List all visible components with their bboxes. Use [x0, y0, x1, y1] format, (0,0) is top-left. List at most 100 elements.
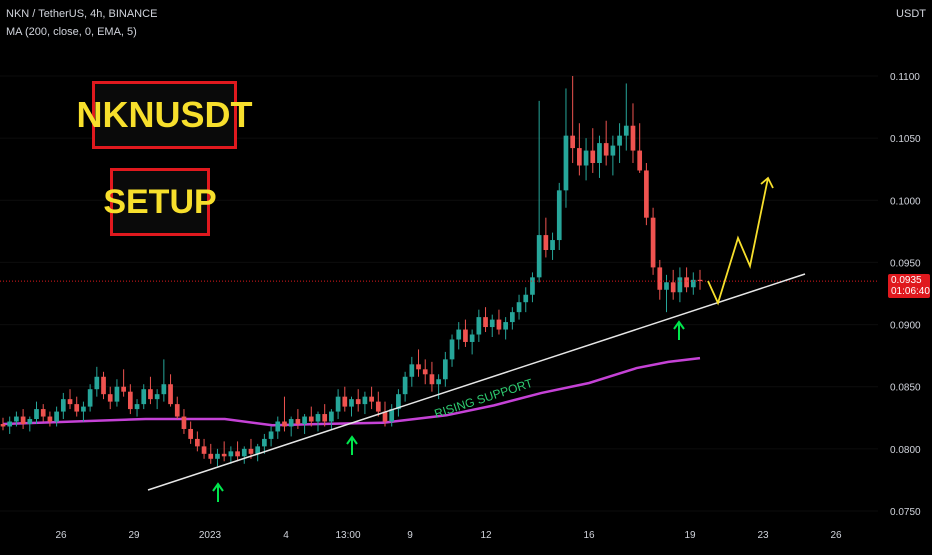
candle-body [550, 240, 555, 250]
candle-body [215, 453, 220, 459]
time-tick-label: 19 [684, 530, 696, 541]
candle-body [362, 396, 368, 405]
time-tick-label: 13:00 [335, 530, 360, 541]
candle-body [27, 419, 33, 424]
candles-layer [0, 76, 703, 467]
candle-body [248, 448, 254, 454]
candle-body [650, 217, 656, 268]
candle-body [7, 421, 13, 427]
time-tick-label: 4 [283, 530, 289, 541]
price-axis[interactable]: 0.0750 0.0800 0.0850 0.0900 0.0950 0.1000 0.10… [890, 72, 921, 518]
candle-body [644, 170, 649, 218]
candle-body [195, 438, 200, 447]
candle-body [436, 379, 441, 385]
symbol-title[interactable]: NKN / TetherUS, 4h, BINANCE [6, 8, 158, 20]
candle-body [422, 369, 428, 375]
time-tick-label: 29 [128, 530, 140, 541]
candle-body [590, 150, 596, 163]
candle-body [188, 428, 193, 439]
price-tick-label: 0.0950 [890, 258, 921, 269]
candle-body [141, 389, 147, 405]
candle-body [94, 376, 100, 390]
candle-body [389, 409, 395, 422]
candle-body [275, 421, 281, 432]
time-axis[interactable]: 26 29 2023 4 13:00 9 12 16 19 23 26 [55, 530, 842, 541]
time-tick-label: 9 [407, 530, 413, 541]
arrow-head [212, 482, 224, 492]
candle-body [335, 396, 341, 412]
price-tick-label: 0.0800 [890, 445, 921, 456]
candle-body [154, 394, 160, 400]
price-tick-label: 0.1100 [890, 72, 920, 83]
candle-body [489, 319, 495, 328]
candle-body [81, 406, 86, 412]
candle-body [208, 453, 214, 459]
title-box: NKNUSDT [77, 81, 253, 149]
candle-body [302, 416, 307, 424]
candle-body [449, 339, 455, 360]
candle-body [315, 414, 321, 422]
price-tick-label: 0.0750 [890, 507, 921, 518]
setup-box: SETUP [103, 168, 217, 236]
candle-body [14, 416, 19, 422]
candle-body [0, 424, 6, 427]
price-tick-label: 0.0850 [890, 383, 921, 394]
arrow-head [346, 435, 358, 445]
candle-body [476, 317, 482, 335]
support-touch-arrow [673, 320, 685, 340]
candle-body [288, 419, 294, 427]
indicator-legend[interactable]: MA (200, close, 0, EMA, 5) [6, 26, 137, 38]
candle-body [255, 446, 261, 454]
time-tick-label: 16 [583, 530, 595, 541]
candle-body [617, 135, 622, 146]
candle-body [483, 317, 488, 328]
support-touch-arrow [212, 482, 224, 502]
candle-body [657, 267, 663, 290]
candle-body [114, 386, 120, 402]
price-tick-label: 0.1050 [890, 134, 921, 145]
candle-body [161, 384, 167, 395]
candle-body [375, 401, 381, 412]
candle-body [241, 448, 247, 457]
projection-path [707, 177, 769, 306]
support-touch-arrow [346, 435, 358, 455]
currency-label: USDT [896, 8, 926, 20]
candle-body [282, 421, 287, 427]
candle-body [684, 277, 689, 288]
candle-body [429, 374, 435, 385]
candle-body [610, 145, 616, 156]
candle-body [74, 404, 80, 412]
time-tick-label: 23 [757, 530, 769, 541]
time-tick-label: 2023 [199, 530, 222, 541]
candle-body [235, 451, 240, 457]
candle-body [382, 411, 388, 422]
candle-body [536, 235, 542, 278]
candle-body [677, 277, 683, 293]
ma-200-line [2, 356, 701, 427]
candle-body [34, 409, 39, 420]
current-price-badge: 0.0935 01:06:40 [888, 274, 930, 298]
candle-body [523, 294, 529, 303]
time-tick-label: 26 [830, 530, 842, 541]
ma-layer [2, 356, 701, 427]
candle-body [20, 416, 26, 424]
candle-body [664, 282, 669, 290]
candle-body [107, 394, 113, 402]
candle-body [174, 404, 180, 417]
candle-body [516, 302, 522, 313]
candle-body [496, 319, 502, 330]
candle-body [510, 312, 515, 323]
candle-body [329, 411, 334, 422]
candle-body [127, 391, 133, 410]
candle-body [181, 416, 187, 429]
candle-body [463, 329, 468, 342]
candle-body [148, 389, 153, 400]
time-tick-label: 26 [55, 530, 67, 541]
candle-body [543, 235, 549, 250]
rising-support-line [147, 273, 806, 491]
candle-body [262, 438, 267, 447]
candle-body [630, 125, 636, 151]
time-tick-label: 12 [480, 530, 492, 541]
candle-body [556, 190, 562, 241]
